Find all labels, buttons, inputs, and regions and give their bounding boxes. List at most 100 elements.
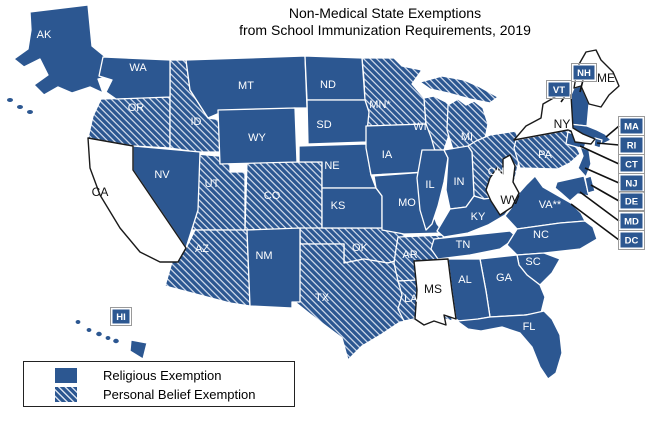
label-AZ: AZ [195,243,209,255]
state-label-box-DC: DC [618,230,645,250]
label-WV: WV [500,193,519,207]
label-OH: OH [488,166,505,178]
label-KY: KY [471,211,486,223]
religious-label: Religious Exemption [103,367,222,383]
hi-island [105,336,111,340]
label-MS: MS [424,282,442,296]
state-label-box-RI: RI [618,135,645,155]
state-label-box-HI: HI [110,307,132,326]
label-AR: AR [402,249,417,261]
leader-line-NJ [584,167,620,184]
state-DE [584,175,596,194]
state-TN [430,230,518,260]
state-WA [98,56,171,100]
box-label-RI: RI [627,141,637,152]
label-KS: KS [331,200,346,212]
label-IN: IN [454,176,465,188]
label-IA: IA [382,149,393,161]
title-line-2: from School Immunization Requirements, 2… [239,22,531,38]
label-CO: CO [264,190,281,202]
state-label-box-NJ: NJ [618,173,645,193]
label-ME: ME [597,71,615,85]
state-WY [217,107,298,165]
ak-island [17,105,23,109]
legend-row-personal: Personal Belief Exemption [55,386,255,402]
hi-island [75,320,81,324]
box-label-DC: DC [625,236,639,247]
map-title: Non-Medical State Exemptions from School… [150,5,620,39]
label-UT: UT [205,178,220,190]
leader-line-DE [590,184,620,202]
state-label-box-VT: VT [546,80,572,99]
label-NV: NV [154,169,170,181]
leader-line-RI [596,142,620,146]
state-NY [513,94,596,145]
leader-line-DC [570,203,620,241]
box-label-DE: DE [625,197,638,208]
leader-line-MA [605,125,620,138]
label-AK: AK [37,29,52,41]
legend-row-religious: Religious Exemption [55,367,222,383]
label-WA: WA [129,62,147,74]
state-MI-upper [419,75,499,104]
label-TX: TX [315,292,330,304]
state-NC [506,220,598,256]
label-PA: PA [538,149,553,161]
label-LA: LA* [404,293,422,305]
state-NM [246,227,301,309]
religious-swatch [55,367,77,383]
state-CO [244,161,323,231]
label-NM: NM [255,250,272,262]
hi-island [86,328,92,332]
hi-island [96,331,102,337]
label-AL: AL [458,274,471,286]
box-label-HI: HI [116,312,126,323]
personal-belief-swatch [55,386,77,402]
label-GA: GA [496,272,513,284]
label-WY: WY [248,132,266,144]
state-label-box-NH: NH [571,63,597,82]
label-OK: OK [352,242,369,254]
state-label-box-DE: DE [618,191,645,211]
state-NJ [577,146,592,178]
state-WV [485,154,520,216]
label-MN: MN* [369,99,391,111]
state-MS [413,258,457,326]
label-MI: MI [461,131,473,143]
state-MN [361,57,427,127]
label-MO: MO [398,197,416,209]
state-CA [87,137,187,263]
box-label-CT: CT [625,160,638,171]
state-FL [456,310,563,380]
state-TX [294,243,419,361]
label-NE: NE [324,160,339,172]
state-label-box-MA: MA [618,116,645,136]
label-FL: FL [523,321,536,333]
state-label-box-CT: CT [618,154,645,174]
leader-line-CT [579,145,620,165]
personal-belief-label: Personal Belief Exemption [103,386,256,402]
label-ID: ID [191,116,202,128]
label-IL: IL [425,179,434,191]
label-CA: CA [92,185,109,199]
hi-big-island [129,339,148,360]
ak-island [27,110,33,114]
label-NC: NC [533,229,549,241]
hi-island [113,338,119,344]
ak-island [7,98,13,102]
state-label-box-MD: MD [618,211,645,231]
box-label-MA: MA [624,122,639,133]
label-OR: OR [128,102,145,114]
box-label-NH: NH [577,68,591,79]
label-ND: ND [320,79,336,91]
label-NY: NY [554,117,571,131]
label-VA: VA** [539,199,562,211]
box-label-VT: VT [553,85,565,96]
box-label-NJ: NJ [625,179,637,190]
title-line-1: Non-Medical State Exemptions [288,5,482,21]
label-SC: SC [525,256,540,268]
legend: Religious Exemption Personal Belief Exem… [23,361,295,407]
label-WI: WI [413,121,426,133]
